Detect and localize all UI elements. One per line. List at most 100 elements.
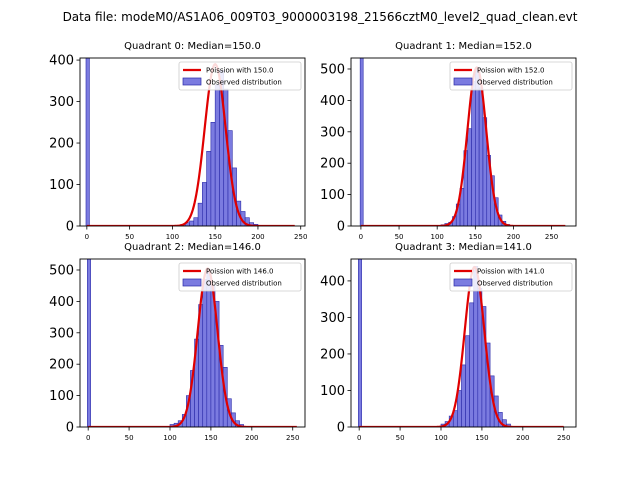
y-tick-label: 300 (320, 125, 345, 140)
quadrant-3-title: Quadrant 3: Median=141.0 (395, 242, 532, 253)
histogram-bar (210, 121, 216, 226)
legend-label-observed: Observed distribution (206, 280, 282, 288)
legend-box (449, 262, 573, 292)
plot-area (359, 58, 566, 226)
plot-area (87, 259, 297, 427)
histogram-bar (465, 335, 470, 427)
x-tick-label: 50 (396, 434, 405, 442)
y-tick-label: 300 (49, 326, 74, 341)
x-tick-label: 150 (475, 434, 488, 442)
histogram-bar (189, 220, 195, 226)
x-tick-label: 250 (286, 434, 299, 442)
y-tick-label: 100 (320, 188, 345, 203)
x-tick-label: 0 (359, 233, 363, 241)
quadrant-0-title: Quadrant 0: Median=150.0 (124, 41, 261, 52)
y-tick-label: 500 (49, 263, 74, 278)
histogram-bar (197, 202, 203, 226)
x-tick-label: 0 (86, 434, 90, 442)
legend-label-poisson: Poission with 146.0 (206, 268, 274, 276)
y-tick-label: 500 (320, 62, 345, 77)
x-tick-label: 150 (208, 233, 221, 241)
legend-box (449, 61, 573, 91)
legend-label-observed: Observed distribution (477, 79, 553, 87)
quadrant-1-panel: Quadrant 1: Median=152.0 0 50 100 150 200 250 0… (320, 41, 577, 241)
histogram-bar (206, 269, 212, 427)
y-tick-label: 0 (66, 421, 74, 436)
y-tick-label: 400 (320, 274, 345, 289)
y-tick-label: 400 (49, 54, 74, 69)
legend-label-poisson: Poission with 152.0 (477, 67, 545, 75)
y-tick-label: 100 (49, 178, 74, 193)
histogram-bar (467, 128, 472, 226)
poisson-curve (359, 265, 564, 427)
axes-frame (350, 57, 577, 227)
histogram-bar (471, 81, 476, 226)
x-tick-label: 50 (125, 233, 134, 241)
x-tick-label: 100 (163, 434, 176, 442)
quadrant-2-panel: Quadrant 2: Median=146.0 0 50 100 150 200 250 0… (49, 242, 306, 442)
y-tick-label: 200 (49, 358, 74, 373)
legend: Poission with 146.0 Observed distribution (178, 262, 302, 292)
histogram-bar (461, 364, 466, 427)
legend-label-poisson: Poission with 141.0 (477, 268, 545, 276)
x-tick-label: 200 (516, 434, 529, 442)
x-tick-label: 100 (166, 233, 179, 241)
legend-hist-swatch (182, 278, 202, 287)
x-tick-label: 200 (251, 233, 264, 241)
y-tick-label: 200 (49, 137, 74, 152)
figure-suptitle: Data file: modeM0/AS1A06_009T03_90000031… (63, 10, 578, 24)
y-tick-label: 100 (49, 389, 74, 404)
histogram-bar (244, 217, 250, 226)
legend-label-observed: Observed distribution (206, 79, 282, 87)
x-tick-label: 50 (395, 233, 404, 241)
legend: Poission with 152.0 Observed distribution (449, 61, 573, 91)
y-tick-label: 200 (320, 347, 345, 362)
x-tick-label: 100 (434, 434, 447, 442)
histogram-zero-bar (359, 58, 364, 226)
histogram-zero-bar (358, 259, 362, 427)
y-tick-label: 300 (320, 311, 345, 326)
quadrant-0-panel: Quadrant 0: Median=150.0 0 50 100 150 200 250 0… (49, 41, 307, 241)
histogram-zero-bar (85, 58, 90, 226)
axes-frame (79, 57, 306, 227)
subplot-grid: Quadrant 0: Median=150.0 0 50 100 150 200 250 0… (49, 41, 577, 442)
x-tick-label: 150 (469, 233, 482, 241)
histogram-bar (478, 87, 484, 226)
histogram-bar (475, 68, 480, 226)
axes-frame (79, 258, 306, 428)
y-tick-label: 0 (337, 421, 345, 436)
histogram-bar (202, 182, 207, 226)
y-tick-label: 0 (337, 220, 345, 235)
legend-label-poisson: Poission with 150.0 (206, 67, 274, 75)
quadrant-3-panel: Quadrant 3: Median=141.0 0 50 100 150 200 250 0… (320, 242, 577, 442)
y-tick-label: 200 (320, 157, 345, 172)
histogram-bar (193, 217, 199, 226)
histogram-zero-bar (87, 259, 91, 427)
x-tick-label: 200 (507, 233, 520, 241)
x-tick-label: 100 (430, 233, 443, 241)
x-tick-label: 250 (294, 233, 307, 241)
legend-label-observed: Observed distribution (477, 280, 553, 288)
poisson-curve (88, 267, 297, 427)
x-tick-label: 50 (125, 434, 134, 442)
legend-box (178, 61, 302, 91)
legend-hist-swatch (453, 77, 473, 86)
x-tick-label: 0 (357, 434, 361, 442)
y-tick-label: 400 (320, 94, 345, 109)
legend-hist-swatch (182, 77, 202, 86)
y-tick-label: 0 (66, 220, 74, 235)
y-tick-label: 400 (49, 295, 74, 310)
x-tick-label: 200 (245, 434, 258, 442)
y-tick-label: 100 (320, 384, 345, 399)
histogram-bar (206, 151, 212, 226)
axes-frame (350, 258, 577, 428)
quadrant-1-title: Quadrant 1: Median=152.0 (395, 41, 532, 52)
x-tick-label: 0 (85, 233, 89, 241)
x-tick-label: 150 (204, 434, 217, 442)
y-tick-label: 300 (49, 95, 74, 110)
poisson-curve (360, 66, 566, 226)
histogram-bar (469, 302, 475, 427)
legend: Poission with 150.0 Observed distribution (178, 61, 302, 91)
histogram-bar (202, 279, 208, 427)
